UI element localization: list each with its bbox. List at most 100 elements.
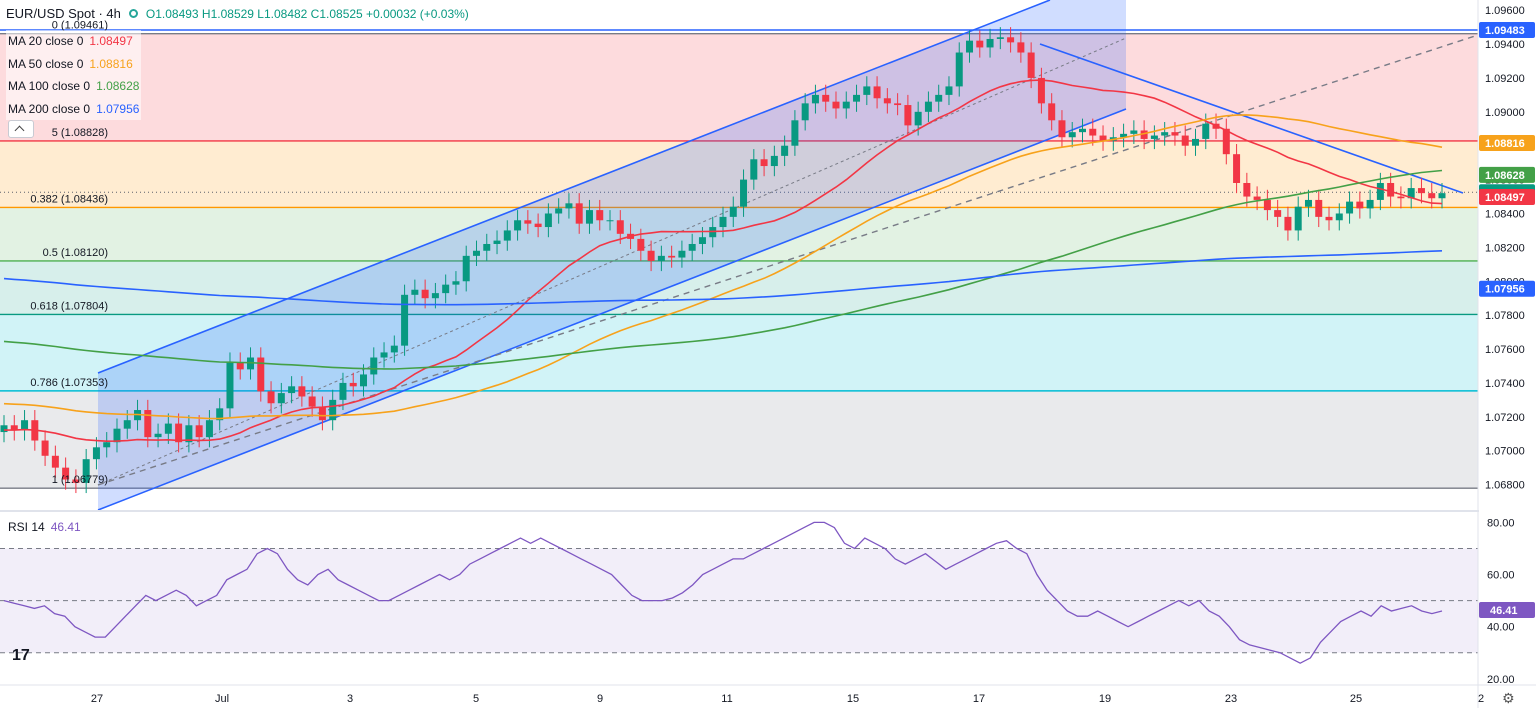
rsi-badge-text: 46.41 (1490, 605, 1518, 617)
candle-body (493, 240, 501, 244)
candle-body (216, 408, 224, 421)
candle-body (277, 393, 285, 404)
candle-body (1099, 135, 1107, 141)
tradingview-logo-icon[interactable]: 17 (12, 647, 30, 664)
background-layer (0, 33, 1478, 489)
price-tick-label: 1.07800 (1485, 310, 1525, 322)
candle-body (1058, 120, 1066, 138)
price-badge-text: 1.09483 (1485, 25, 1525, 37)
candle-body (616, 220, 624, 234)
candle-body (719, 216, 727, 228)
ma-value: 1.08816 (89, 56, 133, 71)
candle-body (1366, 199, 1374, 209)
candle-body (1253, 196, 1261, 200)
candle-body (1233, 154, 1241, 183)
candle-body (1150, 135, 1158, 139)
candle-body (1428, 193, 1436, 199)
candle-body (801, 103, 809, 121)
candle-body (596, 210, 604, 221)
candle-body (955, 52, 963, 87)
rsi-badge (1479, 601, 1535, 618)
moving-average-line (3, 114, 1443, 420)
candle-body (740, 179, 748, 207)
ma-legend-row[interactable]: MA 20 close 0 1.08497 (6, 30, 142, 53)
candle-body (1120, 133, 1128, 138)
candle-body (791, 120, 799, 146)
symbol-title[interactable]: EUR/USD Spot · 4h (6, 6, 121, 21)
price-badge (1479, 189, 1535, 206)
market-status-icon (128, 9, 138, 18)
candle-body (842, 101, 850, 109)
moving-average-line (3, 169, 1443, 370)
candle-body (92, 447, 100, 460)
candle-body (647, 250, 655, 261)
candle-body (1294, 206, 1302, 231)
rsi-tick-label: 80.00 (1487, 517, 1515, 529)
candle-body (924, 101, 932, 112)
candle-body (144, 410, 152, 438)
candle-body (267, 391, 275, 404)
ma-label: MA 100 close 0 (8, 79, 91, 93)
time-tick-label: 17 (973, 693, 985, 705)
rsi-value: 46.41 (50, 520, 81, 534)
ma-legend: MA 20 close 0 1.08497 MA 50 close 0 1.08… (6, 30, 142, 120)
candle-body (935, 94, 943, 102)
price-badge (1479, 280, 1535, 297)
candle-body (62, 467, 70, 480)
ohlc-readout: O1.08493 H1.08529 L1.08482 C1.08525 +0.0… (145, 6, 469, 21)
fib-zone (0, 207, 1478, 261)
ma-legend-row[interactable]: MA 100 close 0 1.08628 (6, 75, 142, 98)
candle-body (1089, 128, 1097, 136)
candle-body (318, 406, 326, 421)
candle-body (175, 423, 183, 443)
ma-label: MA 50 close 0 (8, 56, 84, 71)
candle-body (390, 345, 398, 353)
candle-body (1140, 130, 1148, 139)
fib-level-label: 0.618 (1.07804) (30, 300, 108, 312)
price-badge-text: 1.08628 (1485, 170, 1525, 182)
ma-legend-row[interactable]: MA 50 close 0 1.08816 (6, 52, 142, 75)
candle-body (1284, 216, 1292, 231)
time-tick-label: 2 (1478, 693, 1484, 705)
rsi-tick-label: 20.00 (1487, 674, 1515, 686)
candle-body (853, 94, 861, 102)
price-tick-label: 1.07600 (1485, 344, 1525, 356)
rsi-tick-label: 60.00 (1487, 570, 1515, 582)
candle-body (1079, 128, 1086, 133)
rsi-legend[interactable]: RSI 14 46.41 (8, 520, 81, 534)
ma-label: MA 20 close 0 (8, 34, 84, 48)
time-tick-label: Jul (215, 693, 229, 705)
candle-body (349, 382, 357, 387)
price-badge-text: 1.08816 (1485, 138, 1525, 150)
price-tick-label: 1.09400 (1485, 39, 1525, 51)
candle-body (113, 428, 121, 443)
candle-body (668, 255, 676, 258)
candle-body (534, 223, 542, 228)
candle-body (472, 250, 480, 256)
time-tick-label: 11 (721, 693, 732, 705)
ma-legend-row[interactable]: MA 200 close 0 1.07956 (6, 97, 142, 120)
fib-level-label: 5 (1.08828) (52, 127, 108, 139)
fib-level-label: 0.786 (1.07353) (30, 377, 108, 389)
time-tick-label: 23 (1225, 693, 1237, 705)
price-tick-label: 1.07400 (1485, 378, 1525, 390)
candle-body (565, 203, 573, 209)
settings-gear-icon[interactable]: ⚙ (1502, 690, 1515, 706)
candle-body (781, 145, 789, 156)
candle-body (411, 289, 419, 295)
candle-body (195, 425, 203, 438)
candle-body (164, 423, 172, 434)
candle-body (1007, 37, 1015, 43)
candle-body (185, 425, 193, 443)
candle-body (524, 220, 532, 224)
price-tick-label: 1.09200 (1485, 73, 1525, 85)
rsi-layer (0, 521, 1478, 664)
collapse-legend-button[interactable] (8, 120, 34, 138)
candle-body (945, 86, 953, 95)
candle-body (894, 103, 902, 106)
candle-body (503, 230, 511, 241)
candle-body (421, 289, 429, 299)
